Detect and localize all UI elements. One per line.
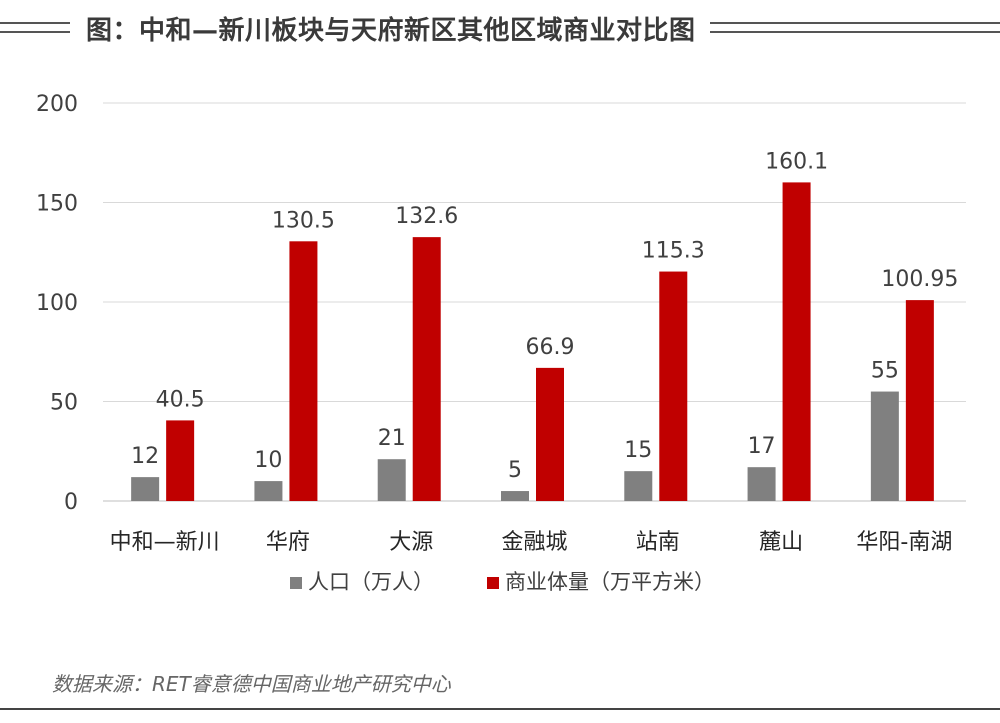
data-label: 55 — [871, 359, 899, 384]
legend-swatch — [290, 577, 302, 589]
bar-commercial — [412, 237, 441, 501]
data-label: 40.5 — [156, 387, 205, 412]
y-tick-label: 150 — [36, 192, 78, 217]
data-label: 12 — [131, 444, 159, 469]
y-tick-label: 200 — [36, 92, 78, 117]
x-tick-label: 金融城 — [501, 530, 567, 555]
x-tick-label: 大源 — [389, 530, 433, 555]
data-label: 66.9 — [526, 335, 575, 360]
legend-label: 人口（万人） — [308, 570, 434, 594]
bar-population — [501, 491, 529, 501]
chart-title: 图：中和—新川板块与天府新区其他区域商业对比图 — [86, 16, 696, 46]
data-label: 132.6 — [395, 204, 458, 229]
legend-swatch — [487, 577, 499, 589]
data-label: 5 — [508, 458, 522, 483]
bottom-divider — [0, 708, 1000, 710]
bar-commercial — [166, 420, 195, 501]
bar-population — [377, 459, 406, 501]
x-tick-label: 麓山 — [759, 530, 803, 555]
bar-commercial — [536, 367, 564, 501]
data-label: 160.1 — [765, 149, 828, 174]
bar-population — [624, 471, 653, 501]
title-decor-right — [710, 22, 1000, 33]
data-label: 17 — [748, 434, 776, 459]
y-tick-label: 100 — [36, 291, 78, 316]
x-tick-label: 中和—新川 — [110, 530, 220, 555]
x-tick-label: 华阳-南湖 — [856, 530, 952, 555]
legend-label: 商业体量（万平方米） — [505, 570, 715, 594]
bar-chart: 0 50 100 150 200 中和—新川 12 40.5 华府 10 130.5 大源 21 132.… — [36, 92, 966, 594]
x-tick-label: 华府 — [266, 530, 310, 555]
y-tick-label: 0 — [64, 490, 78, 515]
source-note: 数据来源：RET睿意德中国商业地产研究中心 — [52, 672, 451, 696]
data-label: 130.5 — [272, 208, 335, 233]
data-label: 21 — [378, 426, 406, 451]
title-bar: 图：中和—新川板块与天府新区其他区域商业对比图 — [0, 0, 1000, 60]
y-tick-label: 50 — [50, 391, 78, 416]
data-label: 115.3 — [642, 239, 705, 264]
bar-commercial — [782, 182, 811, 501]
bar-population — [131, 477, 160, 501]
x-tick-label: 站南 — [636, 530, 680, 555]
bar-commercial — [659, 271, 688, 501]
bar-population — [747, 467, 776, 501]
title-decor-left — [0, 22, 70, 33]
data-label: 10 — [254, 448, 282, 473]
bar-commercial — [905, 300, 934, 501]
data-label: 15 — [624, 438, 652, 463]
bar-population — [254, 481, 283, 501]
bar-population — [870, 391, 899, 501]
bar-commercial — [289, 241, 318, 501]
data-label: 100.95 — [881, 267, 958, 292]
